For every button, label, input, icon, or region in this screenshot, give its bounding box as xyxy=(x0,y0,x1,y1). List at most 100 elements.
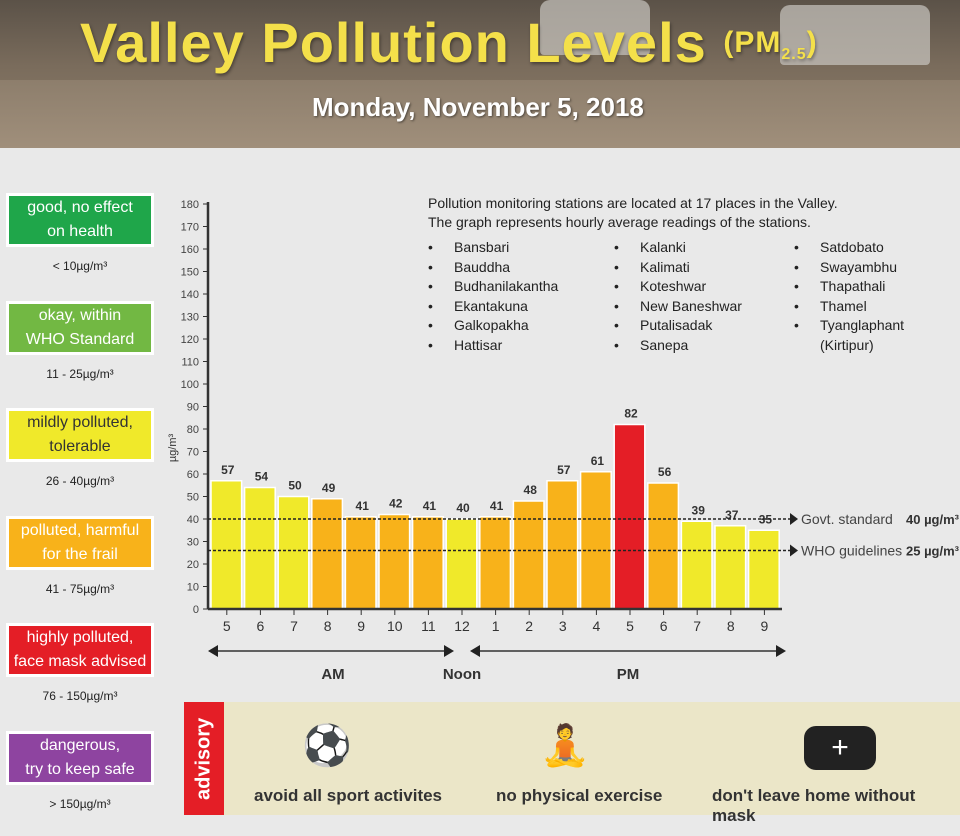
reference-label: Govt. standard xyxy=(801,511,893,527)
pm-label: PM xyxy=(617,666,640,683)
reference-label: WHO guidelines xyxy=(801,543,902,559)
bar-value-label: 42 xyxy=(389,497,403,511)
station-list: SatdobatoSwayambhuThapathaliThamelTyangl… xyxy=(794,238,904,336)
y-axis-label: µg/m³ xyxy=(167,433,179,462)
bar xyxy=(647,482,680,610)
legend-label: good, no effect on health xyxy=(27,199,133,240)
legend-range: 41 - 75µg/m³ xyxy=(45,581,115,596)
bar-value-label: 82 xyxy=(624,407,638,421)
x-tick-label: 5 xyxy=(626,618,634,634)
y-tick-label: 100 xyxy=(181,379,199,391)
pm-close: ) xyxy=(806,26,818,59)
bar xyxy=(210,480,243,610)
street-photo-background xyxy=(0,80,960,148)
y-tick-label: 30 xyxy=(187,537,199,549)
bar xyxy=(479,516,512,610)
bar-value-label: 57 xyxy=(221,463,235,477)
y-tick-label: 0 xyxy=(193,604,199,616)
date: Monday, November 5, 2018 xyxy=(312,92,644,122)
advisory-text: no physical exercise xyxy=(496,786,663,805)
station-note: (Kirtipur) xyxy=(820,337,874,353)
x-tick-label: 9 xyxy=(761,618,769,634)
bar xyxy=(344,516,377,610)
station-list: KalankiKalimatiKoteshwarNew BaneshwarPut… xyxy=(614,238,742,356)
station-item: Thapathali xyxy=(794,277,904,297)
y-tick-label: 110 xyxy=(181,357,199,369)
x-tick-label: 2 xyxy=(525,618,533,634)
bar xyxy=(747,529,780,610)
station-item: Ekantakuna xyxy=(428,297,558,317)
bar-value-label: 57 xyxy=(557,463,571,477)
legend-label: okay, within WHO Standard xyxy=(25,306,135,348)
bar xyxy=(243,486,276,610)
station-item: Satdobato xyxy=(794,238,904,258)
legend-label: highly polluted, face mask advised xyxy=(13,629,147,670)
noon-label: Noon xyxy=(443,666,481,683)
x-tick-label: 8 xyxy=(727,618,735,634)
station-item: Tyanglaphant xyxy=(794,316,904,336)
reference-arrow-icon xyxy=(790,544,798,557)
x-tick-label: 11 xyxy=(421,618,436,634)
bar-value-label: 40 xyxy=(456,501,470,515)
legend-swatch: okay, within WHO Standard xyxy=(6,300,154,355)
station-item: Thamel xyxy=(794,297,904,317)
station-item: Bauddha xyxy=(428,258,558,278)
station-info: Pollution monitoring stations are locate… xyxy=(428,194,838,232)
bar xyxy=(277,495,310,610)
bar xyxy=(378,513,411,610)
advisory-text: avoid all sport activites xyxy=(254,786,443,805)
legend-swatch: good, no effect on health xyxy=(6,193,154,247)
exercise-icon: 🧘 xyxy=(540,724,590,768)
info-line: The graph represents hourly average read… xyxy=(428,214,811,230)
bar-value-label: 61 xyxy=(591,454,605,468)
x-tick-label: 4 xyxy=(593,618,601,634)
reference-arrow-icon xyxy=(790,513,798,525)
x-tick-label: 8 xyxy=(324,618,332,634)
y-tick-label: 90 xyxy=(187,402,199,414)
bar-value-label: 56 xyxy=(658,465,672,479)
legend-swatch: mildly polluted, tolerable xyxy=(6,408,154,462)
legend-label: polluted, harmful for the frail xyxy=(20,521,140,563)
bar xyxy=(546,480,579,610)
legend-swatch: polluted, harmful for the frail xyxy=(6,515,154,570)
bar xyxy=(714,525,747,610)
pm-subscript: 2.5 xyxy=(781,46,807,63)
pm-label: (PM2.5) xyxy=(723,26,818,63)
bar-value-label: 48 xyxy=(524,483,538,497)
mask-icon: + xyxy=(804,726,876,770)
x-tick-label: 6 xyxy=(257,618,265,634)
x-tick-label: 7 xyxy=(693,618,701,634)
x-tick-label: 7 xyxy=(290,618,298,634)
x-tick-label: 12 xyxy=(454,618,470,634)
y-tick-label: 10 xyxy=(187,582,199,594)
pm-text: (PM xyxy=(723,26,782,59)
advisory-text: don't leave home without mask xyxy=(712,786,916,825)
bar xyxy=(512,500,545,610)
info-line: Pollution monitoring stations are locate… xyxy=(428,195,838,211)
y-tick-label: 70 xyxy=(187,447,199,459)
y-tick-label: 120 xyxy=(181,334,199,346)
bar xyxy=(411,516,444,610)
x-tick-label: 9 xyxy=(357,618,365,634)
bar xyxy=(311,498,344,610)
am-label: AM xyxy=(321,666,344,683)
bar-value-label: 41 xyxy=(490,499,504,513)
station-item: Bansbari xyxy=(428,238,558,258)
station-item: Kalimati xyxy=(614,258,742,278)
station-item: Galkopakha xyxy=(428,316,558,336)
station-item: Koteshwar xyxy=(614,277,742,297)
legend-range: 26 - 40µg/m³ xyxy=(45,474,115,488)
bar xyxy=(579,471,612,610)
legend-range: 76 - 150µg/m³ xyxy=(42,689,118,703)
bar-value-label: 50 xyxy=(288,479,302,493)
y-tick-label: 40 xyxy=(187,514,199,526)
y-tick-label: 160 xyxy=(181,244,199,256)
x-tick-label: 1 xyxy=(492,618,500,634)
page-title: Valley Pollution Levels (PM2.5) xyxy=(80,10,818,75)
bar-value-label: 37 xyxy=(725,508,739,522)
title-text: Valley Pollution Levels xyxy=(80,11,707,74)
header-banner: Valley Pollution Levels (PM2.5) Monday, … xyxy=(0,0,960,148)
y-tick-label: 130 xyxy=(181,312,199,324)
y-tick-label: 170 xyxy=(181,222,199,234)
y-tick-label: 50 xyxy=(187,492,199,504)
